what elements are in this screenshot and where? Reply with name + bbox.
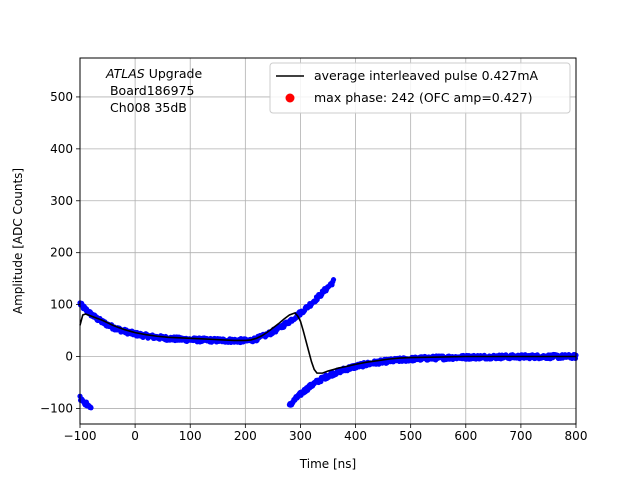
y-axis-label: Amplitude [ADC Counts] (11, 168, 25, 314)
x-tick-label: 300 (289, 429, 312, 443)
board-label: Board186975 (106, 83, 194, 98)
x-tick-label: 700 (509, 429, 532, 443)
x-tick-label: 400 (344, 429, 367, 443)
sample-point (88, 405, 94, 411)
plot-frame (79, 57, 577, 425)
legend-entry-average: average interleaved pulse 0.427mA (314, 68, 539, 83)
x-axis-ticks: −100 0 100 200 300 400 500 600 700 800 (64, 424, 588, 443)
legend-marker-swatch (285, 93, 295, 103)
y-tick-label: −100 (40, 401, 73, 415)
svg-text:ATLAS Upgrade: ATLAS Upgrade (105, 66, 202, 81)
channel-label: Ch008 35dB (106, 100, 187, 115)
x-tick-label: 200 (234, 429, 257, 443)
y-tick-label: 400 (50, 142, 73, 156)
legend: average interleaved pulse 0.427mA max ph… (269, 62, 571, 114)
x-tick-label: 600 (454, 429, 477, 443)
y-tick-label: 300 (50, 194, 73, 208)
x-axis-label: Time [ns] (299, 457, 356, 471)
sample-point (330, 277, 337, 283)
y-tick-label: 500 (50, 90, 73, 104)
upgrade-label: Upgrade (145, 66, 203, 81)
y-axis-ticks: −100 0 100 200 300 400 500 (40, 90, 80, 415)
x-tick-label: 0 (131, 429, 139, 443)
y-tick-label: 100 (50, 298, 73, 312)
legend-entry-max-phase: max phase: 242 (OFC amp=0.427) (314, 90, 532, 105)
y-tick-label: 200 (50, 246, 73, 260)
x-tick-label: −100 (64, 429, 97, 443)
x-tick-label: 100 (179, 429, 202, 443)
average-pulse-line (79, 311, 576, 374)
atlas-annotation: ATLAS Upgrade Board186975 Ch008 35dB (105, 66, 202, 115)
legend-box (269, 62, 571, 114)
x-tick-label: 500 (399, 429, 422, 443)
atlas-label: ATLAS (105, 66, 145, 81)
x-tick-label: 800 (565, 429, 588, 443)
y-tick-label: 0 (65, 350, 73, 364)
